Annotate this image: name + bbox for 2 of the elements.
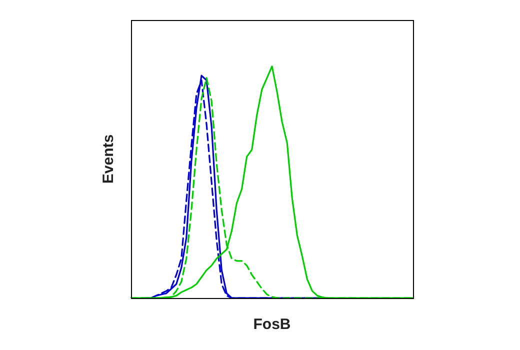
x-axis-title: FosB — [253, 316, 291, 334]
y-axis-title: Events — [100, 134, 118, 184]
